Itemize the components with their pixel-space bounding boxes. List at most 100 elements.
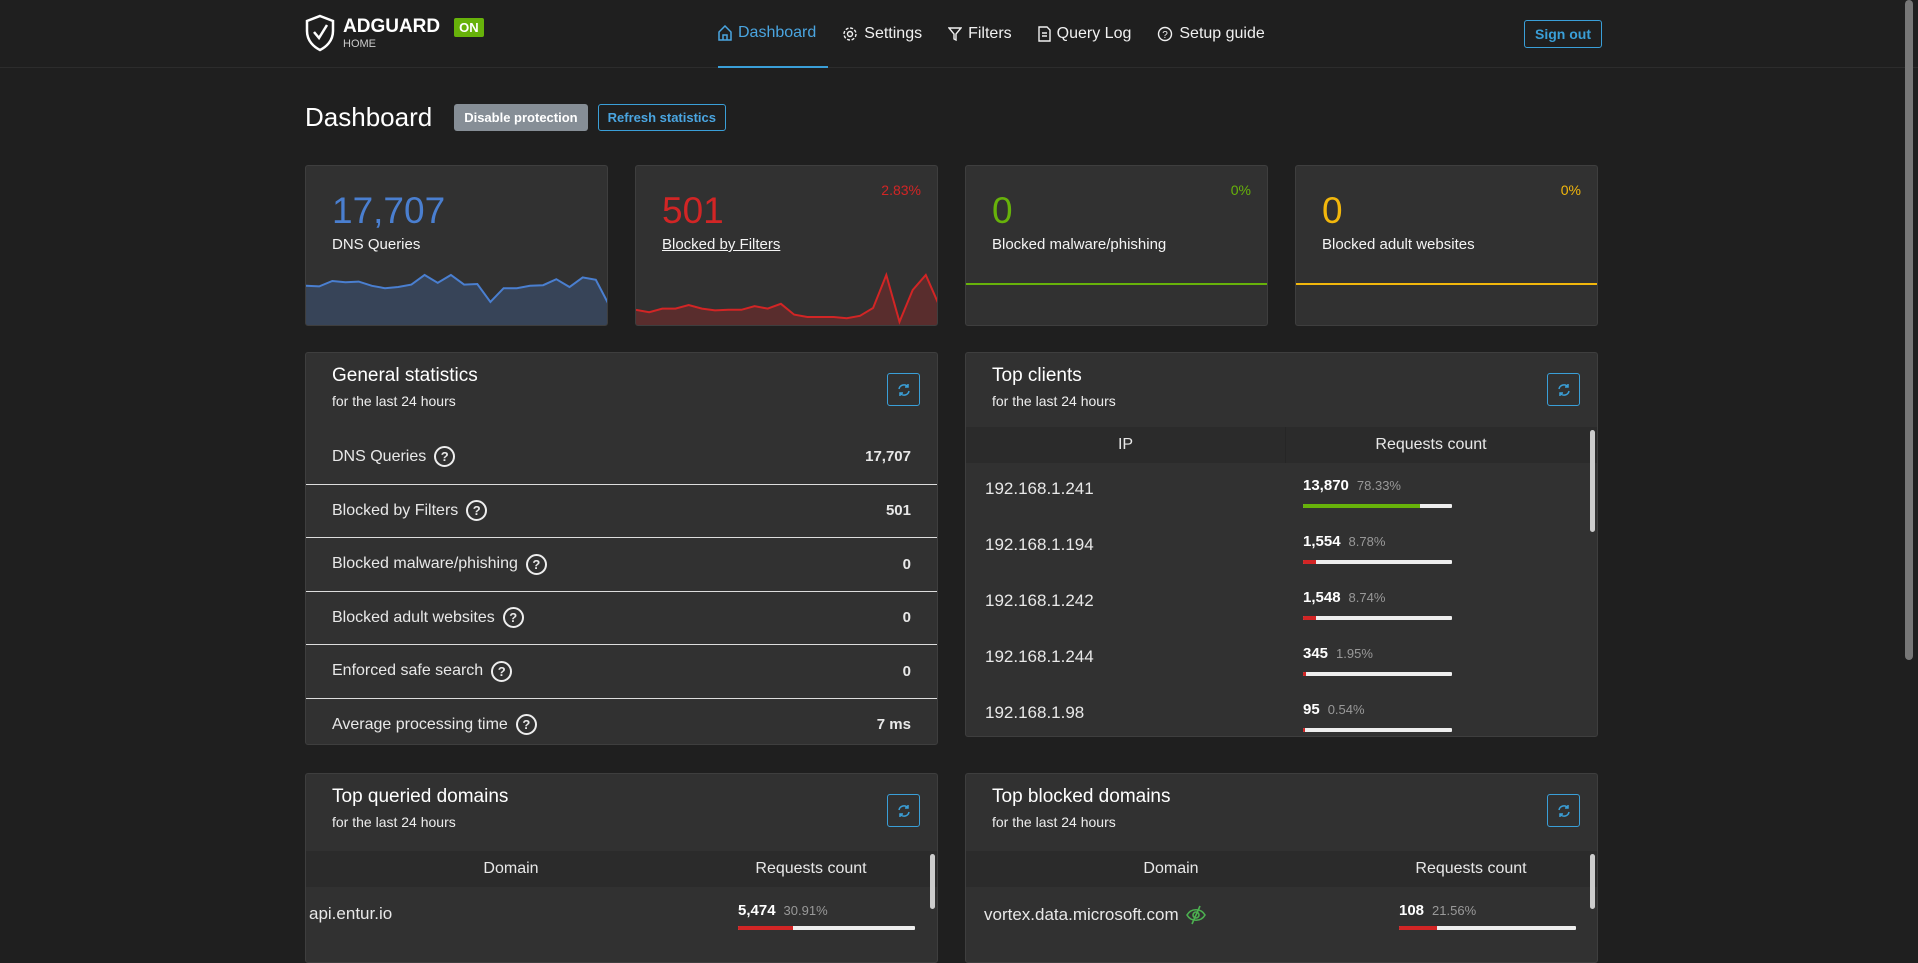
help-icon[interactable]: ? [491,660,513,682]
stat-row: DNS Queries? 17,707 [306,430,937,483]
count: 5,474 [738,902,776,919]
nav-label: Setup guide [1179,25,1265,42]
brand-name: ADGUARD [343,16,441,37]
column-ip[interactable]: IP [966,427,1286,463]
stat-value: 17,707 [865,448,911,465]
domain[interactable]: api.entur.io [309,904,393,923]
panel-title: Top queried domains [332,786,509,807]
stat-label: Blocked by Filters [332,501,459,519]
card-value: 17,707 [332,190,446,231]
stat-label: Enforced safe search [332,662,484,679]
nav-label: Query Log [1056,25,1132,42]
percent: 8.74% [1348,590,1386,605]
refresh-icon [897,383,910,396]
refresh-button[interactable] [887,794,920,827]
help-icon[interactable]: ? [525,553,547,575]
column-domain[interactable]: Domain [1143,860,1199,877]
refresh-statistics-button[interactable]: Refresh statistics [597,104,727,131]
column-requests-count[interactable]: Requests count [755,860,867,877]
count-bar [1303,616,1452,620]
stat-value: 0 [902,555,911,573]
percent: 1.95% [1336,646,1373,661]
client-ip[interactable]: 192.168.1.194 [985,535,1094,554]
panel-title: Top blocked domains [992,786,1171,807]
table-header: IP Requests count [966,427,1597,463]
nav-dashboard[interactable]: Dashboard [718,0,829,68]
logo[interactable]: ADGUARD HOME ON [305,14,484,52]
table-row: 192.168.1.244 345 1.95% [966,637,1597,693]
panel-subtitle: for the last 24 hours [992,393,1116,409]
nav-settings[interactable]: Settings [842,0,934,68]
count: 95 [1303,701,1320,718]
page-title: Dashboard [305,102,433,132]
percent: 30.91% [783,903,828,918]
scrollbar[interactable] [1590,430,1595,532]
table-row: 192.168.1.242 1,548 8.74% [966,581,1597,637]
disable-protection-button[interactable]: Disable protection [454,104,588,131]
help-icon[interactable]: ? [502,607,524,628]
stat-row: Blocked adult websites? 0 [306,590,937,644]
panel-title: Top clients [992,365,1082,386]
stat-row: Blocked malware/phishing? 0 [306,537,937,590]
card-percent: 0% [1230,182,1251,198]
top-header: ADGUARD HOME ON Dashboard Settings Filter… [0,0,1918,68]
nav-filters[interactable]: Filters [948,0,1024,68]
stat-row: Blocked by Filters? 501 [306,483,937,537]
refresh-button[interactable] [1547,794,1580,827]
top-blocked-domains-panel: Top blocked domains for the last 24 hour… [965,773,1598,963]
blocked-filters-card: 501 Blocked by Filters 2.83% [635,165,938,326]
sparkline-line [306,273,607,304]
eye-off-icon[interactable] [1185,904,1207,926]
gear-icon [843,27,857,41]
sparkline-area [636,275,937,325]
count-bar [1303,672,1452,676]
panel-subtitle: for the last 24 hours [992,814,1116,830]
nav-query-log[interactable]: Query Log [1037,0,1144,68]
scrollbar[interactable] [1590,854,1595,909]
blocked-malware-card: 0 Blocked malware/phishing 0% [965,165,1268,326]
percent: 78.33% [1356,478,1401,493]
sparkline-chart [1296,283,1597,285]
percent: 0.54% [1327,702,1365,717]
sign-out-button[interactable]: Sign out [1524,20,1602,48]
client-ip[interactable]: 192.168.1.98 [985,703,1085,722]
card-label[interactable]: Blocked by Filters [662,236,781,253]
table-row: 192.168.1.98 95 0.54% [966,693,1597,736]
home-icon [718,25,732,41]
card-label: DNS Queries [332,236,421,253]
card-value: 501 [662,190,724,231]
client-ip[interactable]: 192.168.1.244 [985,647,1094,666]
blocked-adult-card: 0 Blocked adult websites 0% [1295,165,1598,326]
help-icon[interactable]: ? [515,714,537,735]
percent: 8.78% [1348,534,1386,549]
general-statistics-panel: General statistics for the last 24 hours… [305,352,938,745]
refresh-icon [897,804,910,817]
document-icon [1037,26,1051,42]
sparkline-chart [966,283,1267,285]
count: 345 [1303,645,1329,662]
count: 108 [1399,902,1425,919]
refresh-button[interactable] [887,373,920,406]
domain[interactable]: vortex.data.microsoft.com [984,905,1179,924]
top-queried-domains-panel: Top queried domains for the last 24 hour… [305,773,938,963]
column-requests-count[interactable]: Requests count [1375,436,1487,453]
card-value: 0 [1322,190,1343,231]
help-icon[interactable]: ? [434,446,456,467]
client-ip[interactable]: 192.168.1.241 [985,479,1094,498]
nav-setup-guide[interactable]: ? Setup guide [1157,0,1276,68]
count: 1,554 [1303,533,1341,550]
refresh-button[interactable] [1547,373,1580,406]
nav-label: Dashboard [738,24,817,41]
help-icon[interactable]: ? [466,500,488,521]
count-bar [1303,728,1452,732]
page-scrollbar[interactable] [1905,0,1913,660]
column-requests-count[interactable]: Requests count [1415,860,1527,877]
column-domain[interactable]: Domain [483,860,539,877]
client-ip[interactable]: 192.168.1.242 [985,591,1094,610]
table-row: api.entur.io 5,474 30.91% [306,894,937,950]
table-header: Domain Requests count [306,851,937,887]
scrollbar[interactable] [930,854,935,909]
stat-label: DNS Queries [332,447,427,465]
help-icon: ? [1158,26,1173,42]
count-bar [1399,926,1576,930]
